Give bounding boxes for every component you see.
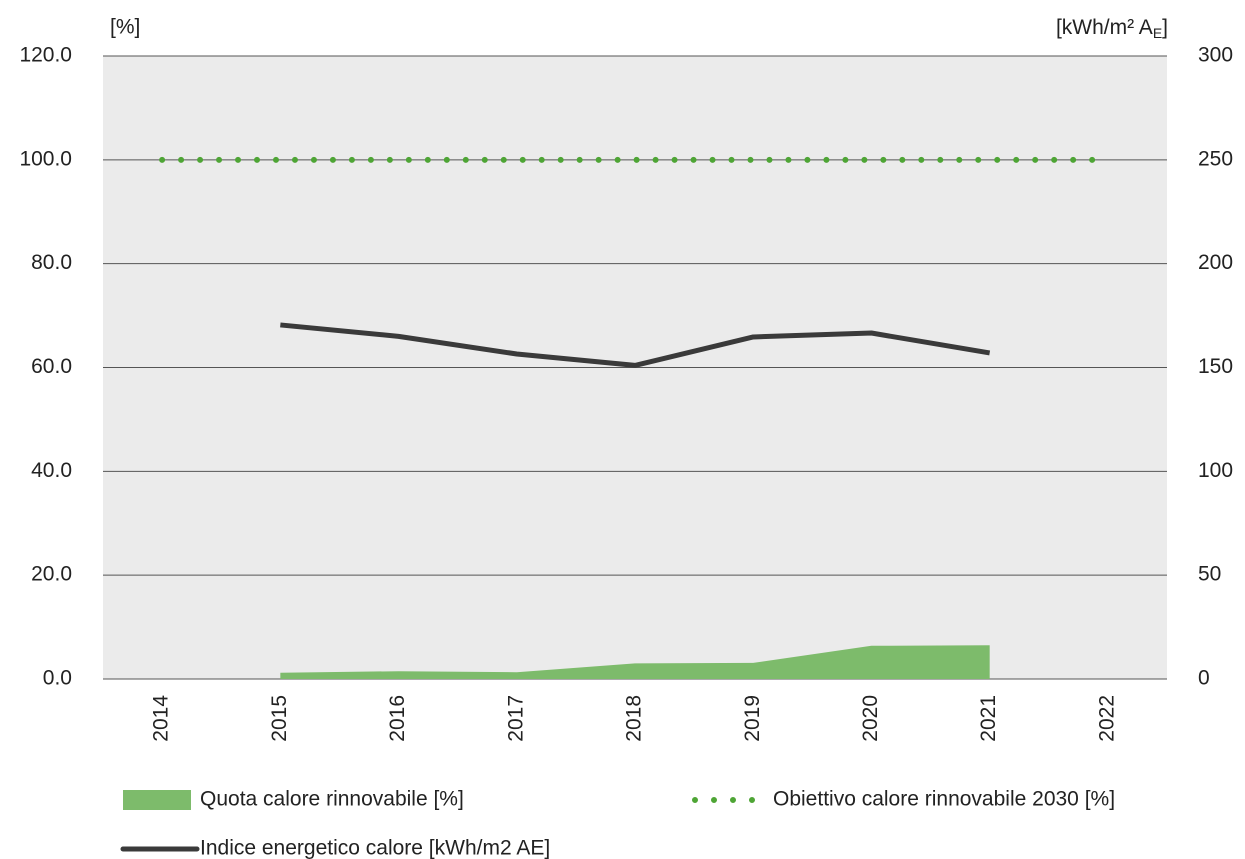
y2-label-end: ]: [1162, 16, 1168, 39]
y2-tick-label: 150: [1198, 355, 1233, 378]
y2-tick-label: 200: [1198, 251, 1233, 274]
x-tick-label: 2016: [386, 695, 409, 742]
y-tick-label: 120.0: [19, 44, 72, 67]
x-tick-label: 2020: [859, 695, 882, 742]
y-tick-label: 80.0: [31, 251, 72, 274]
line: [280, 322, 991, 368]
y2-label-sub: E: [1153, 25, 1162, 41]
y2-tick-label: 0: [1198, 667, 1210, 690]
x-tick-label: 2019: [741, 695, 764, 742]
y-tick-label: 20.0: [31, 563, 72, 586]
x-tick-label: 2021: [977, 695, 1000, 742]
x-tick-label: 2022: [1095, 695, 1118, 742]
area: [280, 645, 990, 679]
legend-label: Quota calore rinnovabile [%]: [200, 788, 464, 811]
x-tick-label: 2014: [150, 695, 173, 742]
x-tick-label: 2015: [268, 695, 291, 742]
legend-swatch: [123, 790, 191, 810]
y2-label-main: [kWh/m² A: [1056, 16, 1153, 39]
y2-tick-label: 250: [1198, 147, 1233, 170]
y-tick-label: 40.0: [31, 459, 72, 482]
y2-axis-label: [kWh/m² AE]: [1056, 16, 1168, 41]
y-tick-label: 100.0: [19, 147, 72, 170]
y-axis-label: [%]: [110, 16, 140, 39]
x-tick-label: 2017: [504, 695, 527, 742]
y2-tick-label: 50: [1198, 563, 1221, 586]
x-tick-label: 2018: [623, 695, 646, 742]
legend-label: Indice energetico calore [kWh/m2 AE]: [200, 837, 550, 859]
y2-tick-label: 300: [1198, 44, 1233, 67]
y2-tick-label: 100: [1198, 459, 1233, 482]
y-tick-label: 0.0: [43, 667, 72, 690]
legend-label: Obiettivo calore rinnovabile 2030 [%]: [773, 788, 1115, 811]
y-tick-label: 60.0: [31, 355, 72, 378]
